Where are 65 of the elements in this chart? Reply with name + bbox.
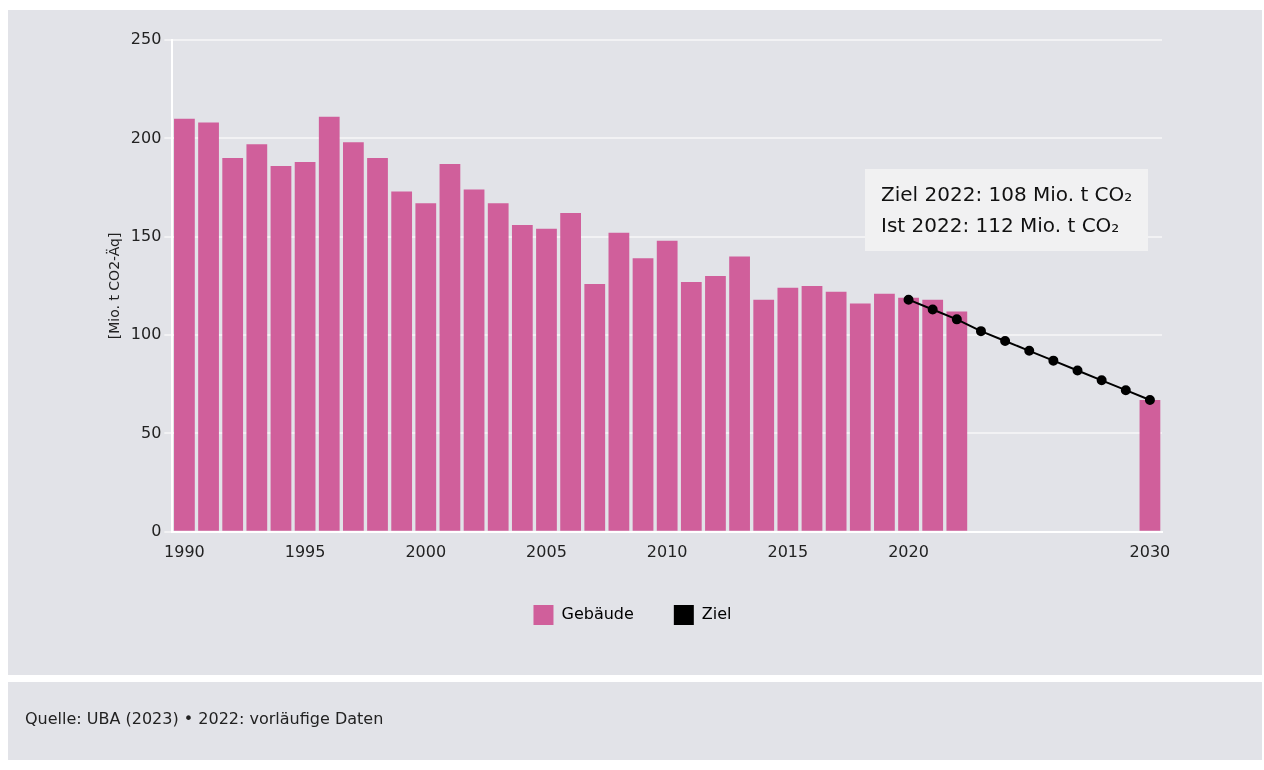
bar bbox=[680, 281, 702, 531]
point bbox=[1024, 345, 1035, 356]
bar bbox=[222, 158, 244, 531]
bar bbox=[391, 191, 413, 531]
x-tick-label: 2030 bbox=[1129, 541, 1171, 561]
x-tick-label: 2020 bbox=[888, 541, 929, 561]
bar bbox=[608, 232, 630, 531]
bar bbox=[801, 285, 823, 531]
bar bbox=[415, 203, 437, 531]
y-axis-title: [Mio. t CO2-Äq] bbox=[105, 232, 123, 340]
bar bbox=[946, 311, 968, 531]
bar bbox=[463, 189, 485, 531]
point bbox=[975, 326, 986, 337]
bar bbox=[198, 122, 219, 531]
bar bbox=[318, 116, 340, 531]
bar bbox=[729, 256, 750, 531]
point bbox=[903, 294, 914, 305]
bar bbox=[753, 299, 775, 531]
point bbox=[1048, 355, 1059, 366]
bar bbox=[849, 303, 871, 531]
annotation: Ist 2022: 112 Mio. t CO₂ bbox=[881, 212, 1121, 239]
bar bbox=[922, 299, 944, 531]
bar bbox=[246, 144, 268, 531]
bar bbox=[174, 118, 195, 531]
bar bbox=[656, 240, 678, 531]
point bbox=[1120, 385, 1131, 396]
y-tick-label: 50 bbox=[140, 422, 162, 442]
annotation: Ziel 2022: 108 Mio. t CO₂ bbox=[881, 181, 1133, 208]
bar bbox=[536, 228, 557, 531]
y-tick-label: 100 bbox=[130, 324, 162, 344]
bar bbox=[511, 224, 533, 531]
bar bbox=[777, 287, 799, 531]
y-tick-label: 200 bbox=[130, 127, 162, 147]
point bbox=[927, 304, 938, 315]
x-tick-label: 2000 bbox=[405, 541, 447, 561]
bar bbox=[584, 283, 606, 531]
bar bbox=[487, 203, 509, 531]
bar bbox=[294, 161, 316, 531]
point bbox=[1144, 395, 1155, 405]
y-tick-label: 0 bbox=[151, 520, 162, 540]
y-tick-label: 250 bbox=[130, 29, 162, 49]
source-note: Quelle: UBA (2023) • 2022: vorläufige Daten bbox=[25, 709, 384, 728]
bar bbox=[343, 142, 364, 531]
bar bbox=[560, 213, 581, 531]
bar bbox=[439, 163, 461, 531]
bar bbox=[874, 293, 895, 531]
point bbox=[1096, 375, 1107, 386]
legend-label: Gebäude bbox=[561, 604, 634, 624]
x-tick-label: 2010 bbox=[646, 541, 688, 561]
bar bbox=[898, 297, 919, 531]
x-tick-label: 1990 bbox=[164, 541, 205, 561]
point bbox=[1072, 365, 1083, 376]
x-tick-label: 2005 bbox=[526, 541, 567, 561]
point bbox=[1000, 335, 1011, 346]
bar bbox=[825, 291, 847, 531]
x-tick-label: 2015 bbox=[767, 541, 809, 561]
bar bbox=[270, 165, 292, 531]
bar bbox=[632, 258, 654, 531]
y-tick-label: 150 bbox=[130, 225, 162, 245]
bar bbox=[1139, 400, 1161, 531]
bar bbox=[705, 276, 726, 531]
point bbox=[951, 314, 962, 325]
bar bbox=[367, 158, 388, 531]
x-tick-label: 1995 bbox=[284, 541, 326, 561]
legend-label: Ziel bbox=[701, 604, 732, 624]
